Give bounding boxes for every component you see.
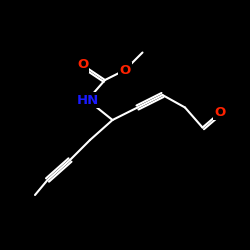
Text: HN: HN bbox=[76, 94, 98, 106]
Text: O: O bbox=[77, 58, 88, 71]
Text: O: O bbox=[120, 64, 130, 76]
Text: O: O bbox=[214, 106, 226, 119]
